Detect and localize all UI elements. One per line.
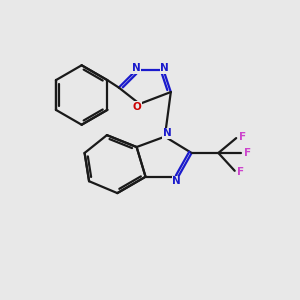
Text: N: N	[163, 128, 172, 138]
Text: F: F	[237, 167, 244, 177]
Text: N: N	[132, 63, 140, 73]
Text: N: N	[160, 63, 169, 73]
Text: N: N	[172, 176, 181, 186]
Text: F: F	[244, 148, 251, 158]
Text: O: O	[132, 102, 141, 112]
Text: F: F	[238, 132, 246, 142]
